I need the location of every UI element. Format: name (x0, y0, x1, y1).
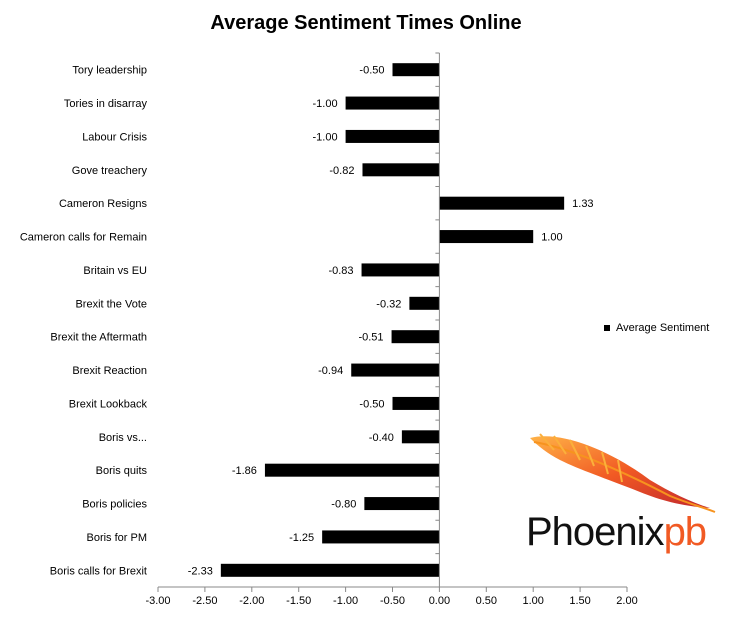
bar (439, 196, 565, 210)
category-label: Boris for PM (86, 532, 147, 544)
bar (220, 563, 440, 577)
category-label: Brexit Lookback (69, 398, 148, 410)
legend-swatch (604, 325, 610, 331)
x-tick-label: 0.50 (476, 595, 497, 607)
x-tick-label: -3.00 (145, 595, 170, 607)
bar (345, 96, 440, 110)
bar (362, 163, 440, 177)
category-label: Boris calls for Brexit (50, 565, 147, 577)
category-label: Britain vs EU (83, 265, 147, 277)
category-label: Boris vs... (99, 432, 147, 444)
data-label: -0.51 (358, 332, 383, 344)
x-tick-label: 1.50 (569, 595, 590, 607)
data-label: -0.50 (359, 65, 384, 77)
data-label: -0.83 (328, 265, 353, 277)
phoenixpb-logo: Phoenixpb (526, 510, 707, 555)
category-label: Labour Crisis (82, 131, 147, 143)
bar (409, 296, 440, 310)
axis-layer: Tory leadership Tories in disarray Labour … (20, 52, 638, 607)
data-label: -0.32 (376, 298, 401, 310)
x-tick-label: -1.00 (333, 595, 358, 607)
bar (322, 530, 440, 544)
data-label: 1.00 (541, 232, 562, 244)
legend-label: Average Sentiment (616, 322, 710, 334)
bar (345, 129, 440, 143)
bar (392, 63, 440, 77)
data-label: -0.94 (318, 365, 343, 377)
chart-title: Average Sentiment Times Online (210, 12, 522, 34)
data-label: -2.33 (188, 565, 213, 577)
data-label: -0.82 (329, 165, 354, 177)
legend: Average Sentiment (604, 322, 709, 334)
data-label: -1.00 (313, 98, 338, 110)
data-label: -0.50 (359, 398, 384, 410)
x-tick-label: -2.00 (239, 595, 264, 607)
category-label: Brexit the Vote (75, 298, 147, 310)
x-tick-label: -0.50 (380, 595, 405, 607)
phoenix-feather-logo-icon (530, 433, 716, 513)
data-label: 1.33 (572, 198, 593, 210)
category-label: Cameron calls for Remain (20, 232, 147, 244)
x-tick-label: 0.00 (429, 595, 450, 607)
data-label: -0.80 (331, 499, 356, 511)
bar (439, 230, 534, 244)
bar (392, 396, 440, 410)
x-tick-label: 1.00 (522, 595, 543, 607)
data-label: -0.40 (369, 432, 394, 444)
logo-text-accent: pb (663, 510, 707, 554)
category-label: Boris policies (82, 499, 147, 511)
category-label: Boris quits (96, 465, 148, 477)
category-label: Brexit the Aftermath (50, 332, 147, 344)
data-label: -1.25 (289, 532, 314, 544)
bar (391, 330, 440, 344)
x-tick-label: 2.00 (616, 595, 637, 607)
category-label: Gove treachery (72, 165, 148, 177)
bars-layer: -0.50 -1.00 -1.00 -0.82 1.33 1.00 -0.83 -0.32 -0… (188, 63, 594, 577)
x-tick-label: -1.50 (286, 595, 311, 607)
data-label: -1.86 (232, 465, 257, 477)
data-label: -1.00 (313, 131, 338, 143)
logo-text-dark: Phoenix (526, 510, 665, 554)
category-label: Cameron Resigns (59, 198, 148, 210)
x-tick-label: -2.50 (192, 595, 217, 607)
bar (351, 363, 440, 377)
category-label: Tory leadership (72, 65, 147, 77)
category-label: Tories in disarray (64, 98, 148, 110)
bar (264, 463, 440, 477)
bar (364, 497, 440, 511)
bar (361, 263, 440, 277)
category-label: Brexit Reaction (72, 365, 147, 377)
bar (401, 430, 440, 444)
